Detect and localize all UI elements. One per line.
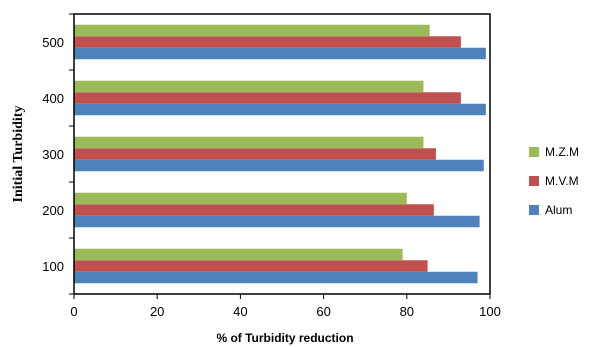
bar-m-z-m-200 (74, 192, 407, 205)
y-axis-label: Initial Turbidity (11, 106, 26, 203)
bar-m-z-m-300 (74, 136, 424, 149)
legend-swatch-alum (529, 205, 539, 215)
x-axis-ticks: 0 20 40 60 80 100 (70, 294, 501, 319)
legend: M.Z.M M.V.M Alum (529, 145, 579, 217)
legend-swatch-m-v-m (529, 176, 539, 186)
x-tick-label: 40 (233, 304, 247, 319)
y-tick-label: 200 (42, 203, 64, 218)
y-tick-label: 100 (42, 259, 64, 274)
legend-label-alum: Alum (545, 203, 572, 217)
legend-label-m-z-m: M.Z.M (545, 145, 579, 159)
bar-alum-100 (74, 271, 478, 284)
bar-alum-200 (74, 215, 480, 228)
x-axis-label: % of Turbidity reduction (216, 331, 353, 345)
bars-layer (74, 24, 486, 284)
y-tick-label: 400 (42, 91, 64, 106)
bar-m-v-m-400 (74, 92, 461, 104)
x-tick-label: 20 (150, 304, 164, 319)
x-tick-label: 60 (316, 304, 330, 319)
legend-label-m-v-m: M.V.M (545, 174, 579, 188)
bar-m-z-m-400 (74, 80, 424, 93)
y-tick-label: 300 (42, 147, 64, 162)
bar-alum-300 (74, 159, 484, 172)
y-tick-label: 500 (42, 35, 64, 50)
bar-m-z-m-100 (74, 248, 403, 261)
x-tick-label: 100 (479, 304, 501, 319)
bar-m-v-m-200 (74, 204, 434, 216)
bar-m-z-m-500 (74, 24, 430, 37)
bar-m-v-m-100 (74, 260, 428, 272)
bar-alum-500 (74, 47, 486, 60)
bar-alum-400 (74, 103, 486, 116)
legend-swatch-m-z-m (529, 147, 539, 157)
x-tick-label: 80 (400, 304, 414, 319)
y-axis-ticks: 100 200 300 400 500 (42, 13, 74, 295)
x-tick-label: 0 (70, 304, 77, 319)
bar-m-v-m-500 (74, 36, 461, 48)
bar-m-v-m-300 (74, 148, 436, 160)
plot-frame (73, 13, 491, 295)
